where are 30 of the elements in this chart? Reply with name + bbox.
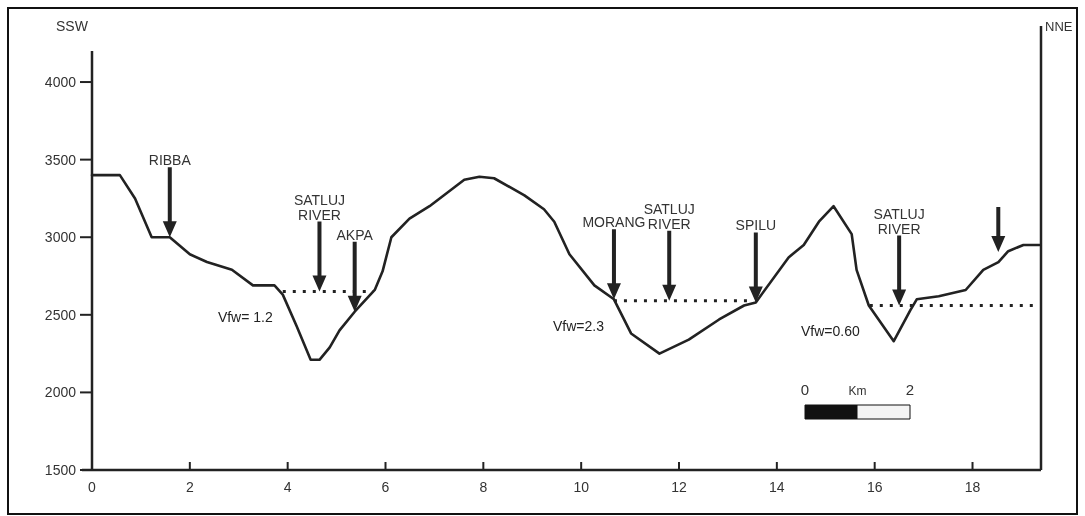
series-label: Vfw=2.3 [552, 317, 605, 334]
y-tick-label: 2500 [44, 306, 77, 323]
x-tick-label: 14 [769, 479, 785, 495]
y-tick-label: 4000 [44, 74, 77, 91]
annotation: Km [848, 384, 867, 398]
series-label: Vfw= 1.2 [217, 308, 273, 325]
y-tick-label: 2000 [44, 384, 77, 401]
annotation: AKPA [336, 226, 374, 243]
x-tick-label: 18 [964, 479, 981, 495]
annotation: SATLUJ RIVER [873, 205, 925, 237]
y-axis-title: SSW [56, 18, 89, 34]
x-tick-label: 16 [866, 479, 883, 495]
x-tick-label: 12 [671, 479, 688, 495]
y-tick-label: 3000 [44, 229, 77, 246]
series-label: Vfw=0.60 [801, 322, 860, 339]
y-tick-label: 3500 [44, 151, 77, 168]
y2-axis-title: NNE [1045, 19, 1073, 34]
annotation: RIBBA [148, 152, 192, 169]
x-tick-label: 6 [381, 479, 390, 495]
y-tick-label: 1500 [44, 462, 77, 478]
annotation: SPILU [735, 217, 777, 234]
x-tick-label: 4 [283, 479, 292, 495]
x-tick-label: 8 [479, 479, 488, 495]
x-tick-label: 10 [573, 479, 590, 495]
x-tick-label: 2 [185, 479, 194, 495]
x-tick-label: 0 [88, 479, 97, 495]
annotation: 2 [905, 381, 915, 398]
annotation: 0 [800, 381, 810, 398]
annotation: MORANG [582, 214, 646, 231]
annotation: SATLUJ RIVER [293, 191, 346, 223]
